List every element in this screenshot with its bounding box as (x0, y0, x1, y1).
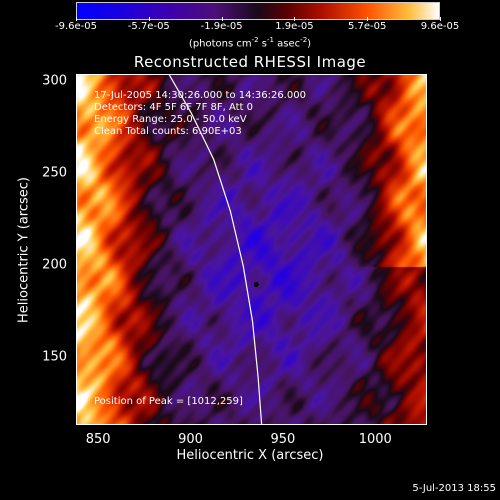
plot-overlay (168, 75, 263, 424)
y-tick-label: 250 (42, 165, 67, 181)
peak-position-text: Position of Peak = [1012,259] (94, 396, 243, 407)
x-tick-label: 950 (270, 432, 296, 447)
colorbar-tick-label: -9.6e-05 (55, 21, 97, 32)
solar-limb-curve (168, 75, 263, 424)
colorbar (76, 2, 440, 20)
detectors-text: Detectors: 4F 5F 6F 7F 8F, Att 0 (94, 102, 254, 113)
colorbar-tick-label: -1.9e-05 (200, 21, 243, 32)
x-tick-label: 1000 (358, 432, 392, 447)
chart-title: Reconstructed RHESSI Image (133, 53, 367, 71)
y-axis-label: Heliocentric Y (arcsec) (16, 177, 32, 323)
colorbar-tick-mark (294, 17, 296, 21)
colorbar-tick-mark (76, 17, 77, 21)
y-tick-label: 150 (42, 349, 67, 365)
colorbar-tick-label: 5.7e-05 (347, 21, 387, 32)
time-range-text: 17-Jul-2005 14:30:26.000 to 14:36:26.000 (94, 90, 306, 101)
timestamp-footer: 5-Jul-2013 18:55 (412, 483, 496, 494)
colorbar-tick-label: 1.9e-05 (275, 21, 314, 32)
colorbar-tick-mark (367, 17, 369, 21)
plot-area (76, 74, 427, 425)
heatmap-image (77, 75, 426, 424)
y-tick-label: 200 (42, 257, 67, 273)
x-tick-label: 850 (85, 432, 111, 447)
energy-range-text: Energy Range: 25.0 - 50.0 keV (94, 114, 247, 125)
colorbar-tick-label: -5.7e-05 (127, 21, 170, 32)
y-tick-label: 300 (42, 73, 67, 89)
peak-marker (253, 281, 259, 287)
colorbar-tick-label: 9.6e-05 (420, 21, 460, 32)
colorbar-tick-mark (440, 17, 441, 21)
colorbar-tick-mark (148, 17, 150, 21)
x-tick-label: 900 (178, 432, 203, 447)
colorbar-tick-mark (221, 17, 223, 21)
x-axis-label: Heliocentric X (arcsec) (176, 448, 324, 463)
clean-counts-text: Clean Total counts: 6.90E+03 (94, 126, 242, 137)
colorbar-units: (photons cm-2 s-1 asec-2) (188, 36, 312, 50)
